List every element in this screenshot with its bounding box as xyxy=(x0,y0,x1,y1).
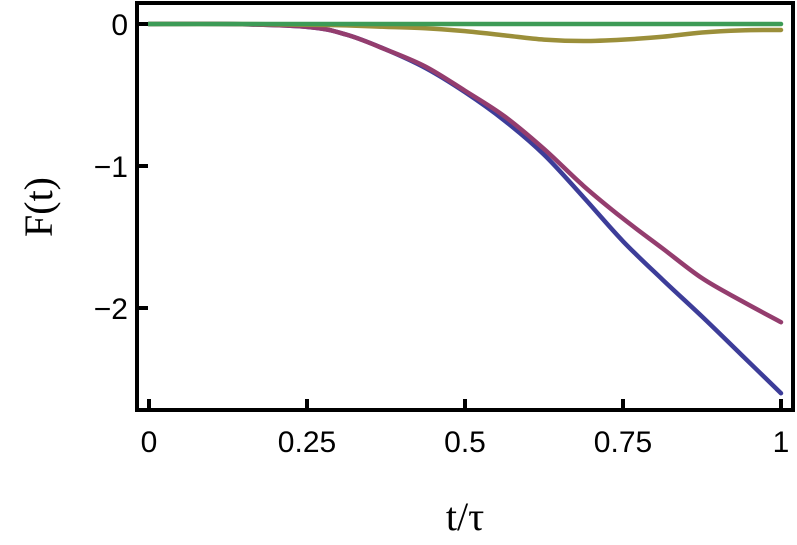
y-tick-label: −2 xyxy=(94,293,128,326)
y-axis-ticks: 0 −1 −2 xyxy=(94,9,148,326)
x-tick-label: 0.75 xyxy=(594,426,652,459)
y-tick-label: 0 xyxy=(111,9,128,42)
x-tick-label: 0.25 xyxy=(278,426,336,459)
y-tick-label: −1 xyxy=(94,151,128,184)
series-line-2 xyxy=(146,21,784,325)
x-tick-label: 0.5 xyxy=(444,426,486,459)
curves xyxy=(146,21,784,396)
y-axis-label: F(t) xyxy=(16,177,61,237)
x-tick-label: 0 xyxy=(141,426,158,459)
x-axis-ticks: 0 0.25 0.5 0.75 1 xyxy=(141,399,790,459)
x-tick-label: 1 xyxy=(773,426,790,459)
plot-frame xyxy=(135,1,795,412)
x-axis-label: t/τ xyxy=(446,494,484,539)
series-line-1 xyxy=(146,21,784,396)
